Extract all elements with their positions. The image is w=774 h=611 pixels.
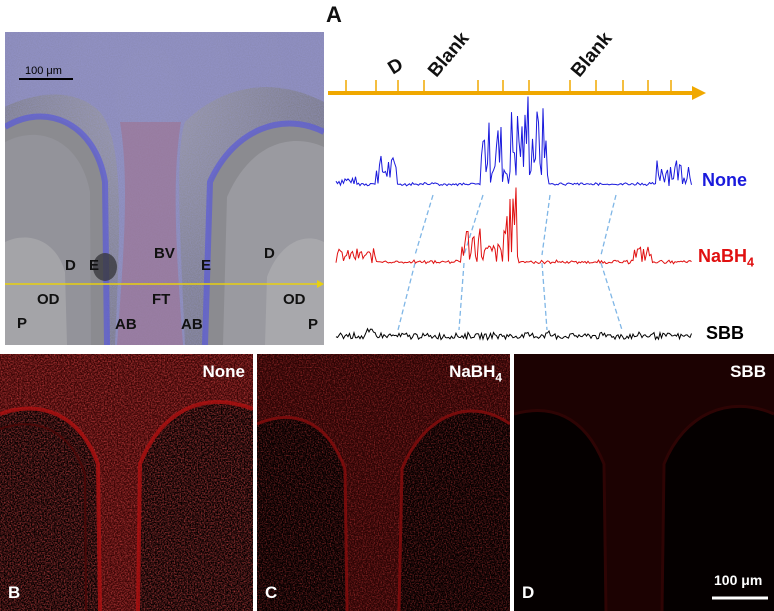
trace-sbb	[335, 327, 692, 341]
guide-lines	[397, 194, 623, 331]
panel-d-title: SBB	[730, 362, 766, 381]
trace-none	[335, 96, 692, 187]
label-p-left: P	[17, 315, 28, 332]
panel-d-scale-label: 100 μm	[714, 572, 763, 588]
label-ft: FT	[152, 291, 171, 308]
panel-b-none: None B	[0, 354, 253, 611]
trace-name-none: None	[702, 170, 747, 190]
panel-d-sbb: SBB D 100 μm	[514, 354, 774, 611]
panel-a-profiles: A D Blank Blank None NaBH4 SBB	[326, 0, 774, 350]
panel-c-title: NaBH4	[449, 362, 502, 385]
panel-d-image	[514, 354, 774, 611]
panel-b-title: None	[202, 362, 246, 381]
profile-plot	[328, 80, 706, 341]
label-e-right: E	[201, 257, 212, 274]
merged-micrograph: 100 μm D E BV E D OD FT OD P AB AB P	[5, 32, 324, 345]
label-ab-left: AB	[115, 316, 137, 333]
trace-name-nabh4: NaBH4	[698, 246, 755, 270]
panel-c-nabh4: NaBH4 C	[257, 354, 510, 611]
label-od-right: OD	[283, 291, 306, 308]
label-d-right: D	[264, 245, 275, 262]
label-p-right: P	[308, 316, 319, 333]
label-e-left: E	[89, 257, 100, 274]
panel-letter-a: A	[326, 2, 342, 27]
label-od-left: OD	[37, 291, 60, 308]
label-bv: BV	[154, 245, 175, 262]
micrograph-scale-label: 100 μm	[25, 65, 62, 77]
panel-b-letter: B	[8, 583, 21, 602]
label-d-left: D	[65, 257, 76, 274]
micrograph-art	[5, 32, 324, 345]
profile-axis-arrow	[692, 86, 706, 100]
panel-c-image	[257, 354, 510, 611]
trace-nabh4	[335, 187, 692, 265]
profile-axis-ticks	[345, 80, 672, 93]
label-ab-right: AB	[181, 316, 203, 333]
panel-d-letter: D	[522, 583, 535, 602]
panel-c-letter: C	[265, 583, 278, 602]
trace-name-sbb: SBB	[706, 323, 745, 343]
panel-b-image	[0, 354, 253, 611]
